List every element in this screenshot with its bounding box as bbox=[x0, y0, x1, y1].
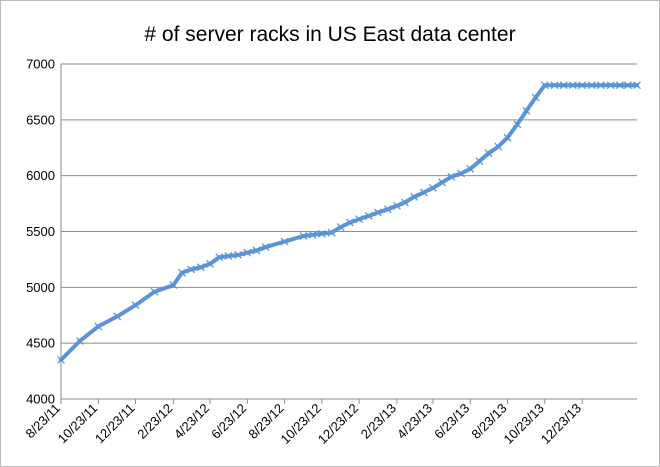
x-tick-label-9: 2/23/13 bbox=[358, 401, 399, 442]
y-tick-label-5500: 5500 bbox=[26, 224, 55, 239]
data-point-43 bbox=[531, 93, 540, 102]
x-tick-label-1: 10/23/11 bbox=[55, 401, 101, 447]
data-point-48 bbox=[578, 81, 586, 90]
data-point-34 bbox=[447, 172, 456, 181]
data-point-4 bbox=[131, 301, 140, 310]
y-tick-label-5000: 5000 bbox=[26, 280, 55, 295]
data-point-28 bbox=[392, 201, 401, 210]
data-point-27 bbox=[383, 205, 392, 214]
data-point-19 bbox=[308, 230, 317, 239]
data-point-50 bbox=[597, 81, 605, 90]
y-tick-label-7000: 7000 bbox=[26, 57, 55, 72]
x-tick-label-7: 10/23/12 bbox=[278, 401, 324, 447]
data-point-7 bbox=[177, 268, 186, 277]
data-point-31 bbox=[419, 188, 428, 197]
y-tick-label-6500: 6500 bbox=[26, 112, 55, 127]
data-point-0 bbox=[57, 355, 65, 364]
data-point-11 bbox=[215, 253, 224, 262]
x-tick-label-10: 4/23/13 bbox=[394, 401, 435, 442]
data-point-49 bbox=[587, 81, 596, 90]
data-point-8 bbox=[187, 265, 196, 274]
data-point-39 bbox=[494, 142, 503, 151]
data-point-30 bbox=[410, 192, 419, 201]
data-point-1 bbox=[75, 336, 84, 345]
data-point-16 bbox=[261, 243, 270, 252]
data-point-41 bbox=[513, 120, 522, 129]
x-tick-label-2: 12/23/11 bbox=[92, 401, 138, 447]
data-point-47 bbox=[568, 81, 577, 90]
data-point-37 bbox=[475, 157, 484, 166]
data-point-40 bbox=[503, 133, 512, 142]
data-point-36 bbox=[466, 165, 475, 173]
data-point-35 bbox=[457, 169, 466, 178]
data-point-13 bbox=[234, 250, 243, 259]
chart-title: # of server racks in US East data center bbox=[144, 23, 515, 46]
data-point-18 bbox=[299, 232, 308, 240]
data-point-6 bbox=[169, 281, 178, 290]
x-tick-label-14: 12/23/13 bbox=[538, 401, 584, 447]
data-point-29 bbox=[400, 198, 409, 207]
data-point-42 bbox=[522, 106, 531, 115]
grid-lines bbox=[61, 63, 637, 344]
data-point-22 bbox=[336, 223, 345, 231]
data-point-33 bbox=[438, 178, 447, 187]
y-tick-label-6000: 6000 bbox=[26, 168, 55, 183]
data-point-15 bbox=[252, 246, 261, 255]
data-series bbox=[57, 81, 641, 364]
x-tick-label-13: 10/23/13 bbox=[500, 401, 546, 447]
data-point-10 bbox=[206, 259, 214, 268]
data-point-53 bbox=[623, 81, 632, 90]
data-point-3 bbox=[113, 312, 122, 321]
data-point-45 bbox=[550, 81, 559, 90]
data-point-17 bbox=[280, 237, 289, 246]
x-tick-labels: 8/23/1110/23/1112/23/112/23/124/23/126/2… bbox=[23, 401, 585, 447]
data-point-21 bbox=[327, 228, 336, 237]
data-point-2 bbox=[94, 322, 103, 331]
data-point-12 bbox=[224, 252, 233, 261]
data-point-24 bbox=[355, 215, 364, 224]
data-point-38 bbox=[484, 149, 493, 158]
x-tick-label-3: 2/23/12 bbox=[134, 401, 175, 442]
data-point-51 bbox=[606, 81, 615, 90]
data-point-14 bbox=[243, 248, 252, 257]
data-point-46 bbox=[559, 81, 568, 90]
y-tick-labels: 4000 4500 5000 5500 6000 6500 7000 bbox=[26, 57, 55, 407]
data-point-54 bbox=[633, 81, 641, 90]
y-tick-label-4500: 4500 bbox=[26, 336, 55, 351]
data-point-26 bbox=[374, 208, 382, 217]
x-tick-label-4: 4/23/12 bbox=[171, 401, 212, 442]
x-tick-label-5: 6/23/12 bbox=[208, 401, 249, 442]
data-point-23 bbox=[345, 218, 354, 227]
data-point-32 bbox=[429, 183, 437, 192]
data-point-44 bbox=[540, 81, 549, 90]
data-point-52 bbox=[615, 81, 624, 90]
x-tick-label-11: 6/23/13 bbox=[431, 401, 472, 442]
axes bbox=[60, 64, 637, 404]
x-tick-label-8: 12/23/12 bbox=[315, 401, 361, 447]
data-point-25 bbox=[364, 211, 373, 220]
data-point-9 bbox=[196, 263, 205, 272]
y-tick-label-4000: 4000 bbox=[26, 392, 55, 407]
data-point-20 bbox=[317, 229, 326, 238]
data-point-5 bbox=[150, 287, 159, 296]
